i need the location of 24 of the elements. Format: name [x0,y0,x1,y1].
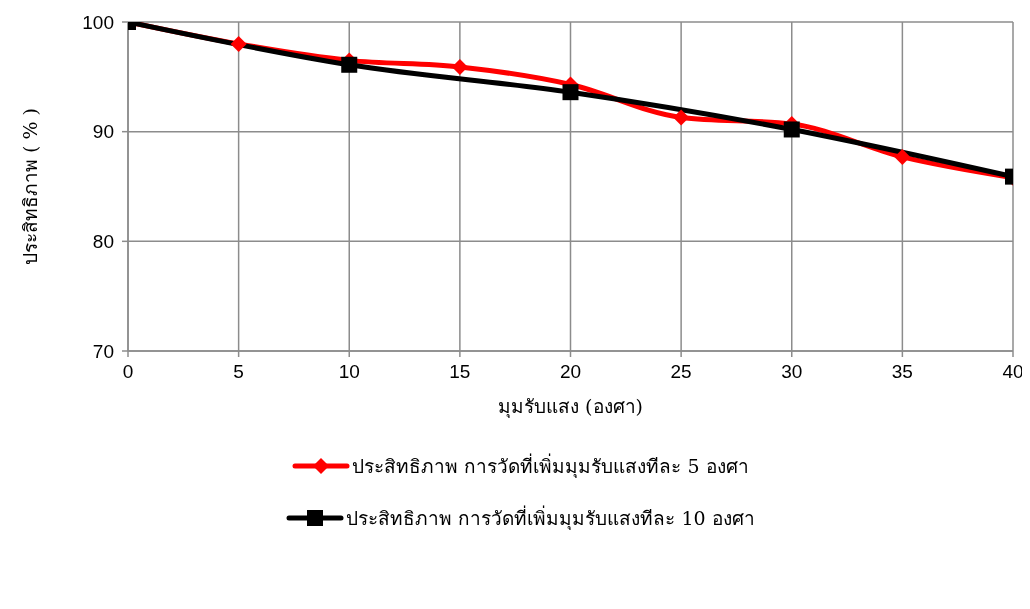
x-tick-label: 10 [338,361,360,383]
x-tick-label: 35 [891,361,913,383]
x-tick-label: 15 [449,361,471,383]
legend-label: ประสิทธิภาพ การวัดที่เพิ่มมุมรับแสงทีละ 5 องศา [352,452,749,480]
legend-label: ประสิทธิภาพ การวัดที่เพิ่มมุมรับแสงทีละ 10 องศา [346,504,755,532]
x-tick-label: 40 [1002,361,1024,383]
y-tick-label: 80 [92,231,114,253]
x-tick-label: 20 [559,361,582,383]
point [341,56,358,73]
y-tick-label: 100 [82,11,114,33]
point [562,84,579,101]
point [451,58,468,75]
x-axis-title: มุมรับแสง (องศา) [498,395,643,419]
y-tick-label: 70 [92,340,114,362]
x-tick-label: 25 [670,361,692,383]
x-tick-label: 30 [781,361,803,383]
point [230,35,247,52]
y-axis-title: ประสิทธิภาพ ( % ) [18,108,41,265]
point [673,109,690,126]
y-tick-label: 90 [92,121,114,143]
x-tick-label: 5 [233,361,244,383]
x-tick-label: 0 [122,361,134,383]
point [783,121,800,138]
point [894,148,911,165]
